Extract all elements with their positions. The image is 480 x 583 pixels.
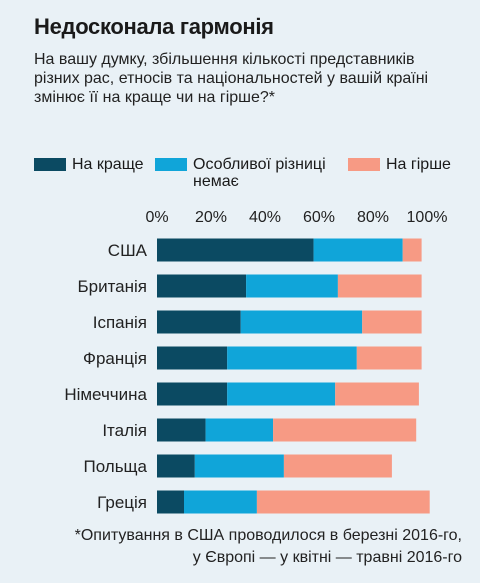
bar-segment	[205, 418, 274, 442]
bar-segment	[157, 238, 314, 262]
x-tick-label: 100%	[407, 209, 448, 226]
footnote-line-2: у Європі — у квітні — травні 2016-го	[192, 549, 462, 566]
bar-segment	[227, 346, 357, 370]
x-tick-label: 40%	[249, 209, 281, 226]
category-label: США	[108, 241, 148, 260]
bar-segment	[157, 490, 184, 514]
chart-subtitle: На вашу думку, збільшення кількості пред…	[34, 51, 429, 106]
bar-segment	[337, 274, 422, 298]
bar-segment	[356, 346, 422, 370]
chart-title: Недосконала гармонія	[34, 14, 274, 39]
x-tick-label: 20%	[195, 209, 227, 226]
category-label: Німеччина	[64, 385, 147, 404]
bar-segment	[246, 274, 338, 298]
bar-segment	[240, 310, 363, 334]
bar-segment	[402, 238, 422, 262]
category-label: Франція	[83, 349, 147, 368]
bar-segment	[313, 238, 403, 262]
x-tick-label: 80%	[357, 209, 389, 226]
category-label: Італія	[102, 421, 147, 440]
bar-segment	[227, 382, 336, 406]
bar-segment	[194, 454, 284, 478]
bar-segment	[362, 310, 422, 334]
bar-segment	[273, 418, 417, 442]
bar-segment	[256, 490, 430, 514]
bar-segment	[157, 454, 195, 478]
bar-segment	[157, 274, 247, 298]
bar-segment	[157, 382, 228, 406]
bar-segment	[335, 382, 419, 406]
category-label: Іспанія	[93, 313, 147, 332]
x-tick-label: 0%	[145, 209, 168, 226]
bar-segment	[157, 346, 228, 370]
bar-segment	[157, 310, 241, 334]
x-tick-label: 60%	[303, 209, 335, 226]
category-label: Греція	[97, 493, 147, 512]
category-label: Польща	[83, 457, 147, 476]
category-label: Британія	[77, 277, 147, 296]
bar-segment	[283, 454, 392, 478]
bar-segment	[184, 490, 257, 514]
footnote-line-1: *Опитування в США проводилося в березні …	[74, 527, 462, 544]
bar-segment	[157, 418, 206, 442]
